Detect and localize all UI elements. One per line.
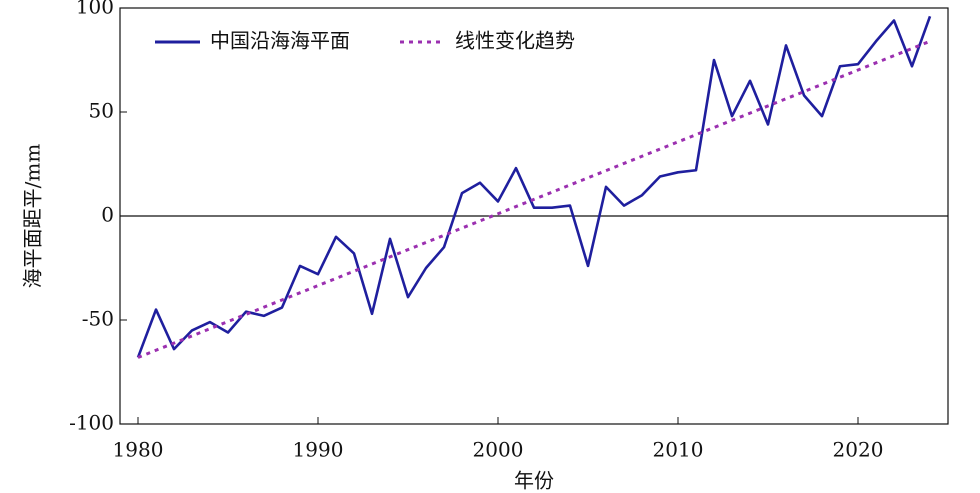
x-tick-label: 1980 [113, 438, 164, 462]
legend-label: 线性变化趋势 [455, 29, 575, 53]
y-tick-label: -100 [69, 411, 114, 435]
y-tick-label: -50 [82, 307, 114, 331]
data-line [136, 15, 932, 358]
y-axis-label: 海平面距平/mm [21, 144, 45, 289]
x-tick-label: 2020 [833, 438, 884, 462]
data-line [137, 39, 931, 359]
legend-label: 中国沿海海平面 [210, 29, 350, 53]
x-tick-label: 2000 [473, 438, 524, 462]
y-tick-label: 100 [76, 0, 114, 19]
x-tick-label: 1990 [293, 438, 344, 462]
x-tick-label: 2010 [653, 438, 704, 462]
y-tick-label: 50 [89, 99, 114, 123]
x-axis-label: 年份 [514, 469, 554, 493]
y-tick-label: 0 [101, 203, 114, 227]
